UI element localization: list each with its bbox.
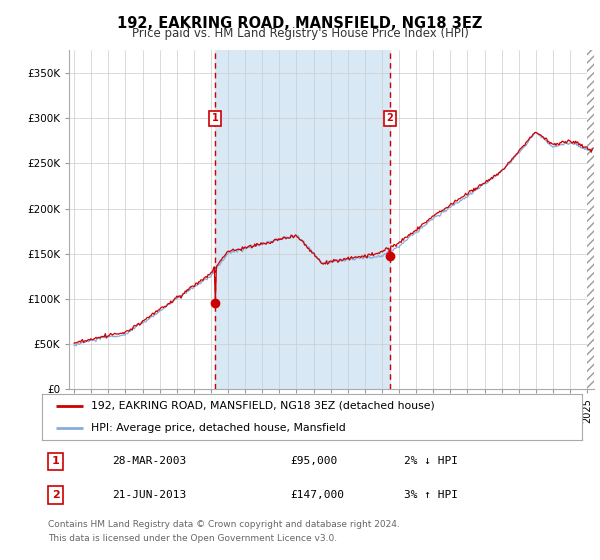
Text: This data is licensed under the Open Government Licence v3.0.: This data is licensed under the Open Gov… bbox=[48, 534, 337, 543]
Text: 1: 1 bbox=[211, 113, 218, 123]
Text: 2: 2 bbox=[386, 113, 394, 123]
Bar bbox=[215, 50, 390, 389]
Text: 2: 2 bbox=[52, 490, 59, 500]
Text: £95,000: £95,000 bbox=[290, 456, 338, 466]
Text: Contains HM Land Registry data © Crown copyright and database right 2024.: Contains HM Land Registry data © Crown c… bbox=[48, 520, 400, 529]
Text: Price paid vs. HM Land Registry's House Price Index (HPI): Price paid vs. HM Land Registry's House … bbox=[131, 27, 469, 40]
Text: HPI: Average price, detached house, Mansfield: HPI: Average price, detached house, Mans… bbox=[91, 423, 346, 433]
Text: 3% ↑ HPI: 3% ↑ HPI bbox=[404, 490, 458, 500]
Text: 2% ↓ HPI: 2% ↓ HPI bbox=[404, 456, 458, 466]
Text: 192, EAKRING ROAD, MANSFIELD, NG18 3EZ (detached house): 192, EAKRING ROAD, MANSFIELD, NG18 3EZ (… bbox=[91, 400, 434, 410]
Text: 28-MAR-2003: 28-MAR-2003 bbox=[112, 456, 187, 466]
Text: 1: 1 bbox=[52, 456, 59, 466]
Text: £147,000: £147,000 bbox=[290, 490, 344, 500]
Bar bbox=[587, 50, 596, 389]
Text: 21-JUN-2013: 21-JUN-2013 bbox=[112, 490, 187, 500]
Text: 192, EAKRING ROAD, MANSFIELD, NG18 3EZ: 192, EAKRING ROAD, MANSFIELD, NG18 3EZ bbox=[118, 16, 482, 31]
